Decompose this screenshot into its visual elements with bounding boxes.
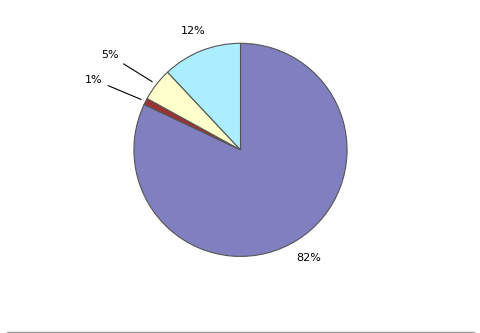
- Wedge shape: [144, 99, 240, 150]
- Legend: Wages & Salaries, Employee Benefits, Operating Expenses, Grants & Subsidies: Wages & Salaries, Employee Benefits, Ope…: [6, 332, 474, 333]
- Wedge shape: [167, 43, 240, 150]
- Wedge shape: [147, 72, 240, 150]
- Wedge shape: [133, 43, 347, 256]
- Text: 82%: 82%: [296, 253, 321, 263]
- Text: 12%: 12%: [180, 26, 205, 36]
- Text: 5%: 5%: [101, 50, 152, 82]
- Text: 1%: 1%: [85, 75, 141, 100]
